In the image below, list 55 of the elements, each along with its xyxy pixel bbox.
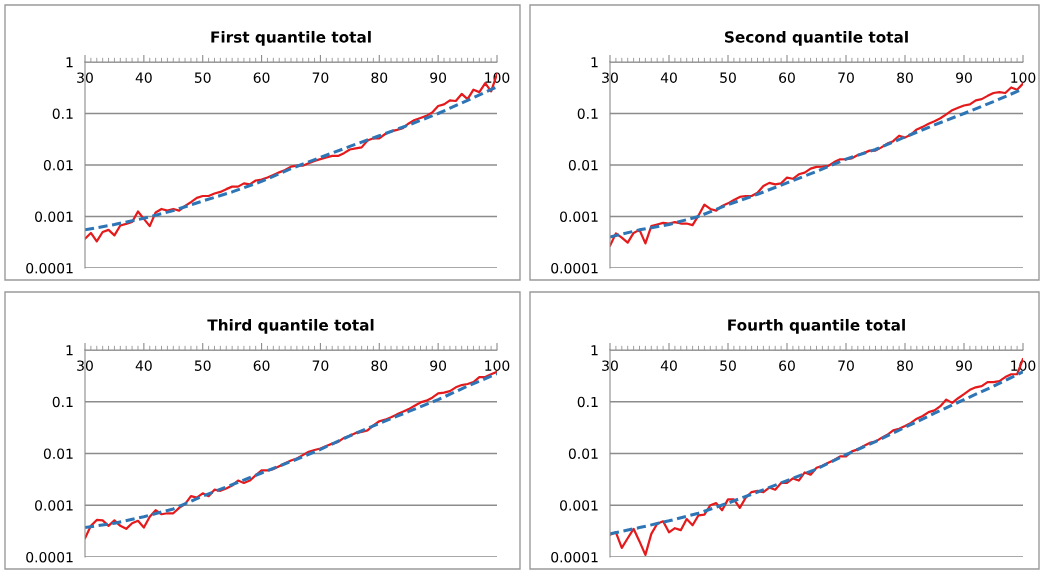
x-tick-label: 40 — [660, 72, 677, 83]
x-tick-label: 70 — [838, 72, 854, 83]
y-tick-label: 0.01 — [43, 159, 73, 171]
y-tick-label: 0.001 — [560, 500, 598, 511]
x-tick-label: 70 — [838, 360, 854, 371]
x-tick-label: 50 — [194, 360, 211, 371]
y-tick-label: 1 — [66, 57, 73, 68]
x-tick-label: 30 — [77, 72, 93, 83]
y-tick-label: 0.0001 — [551, 551, 598, 563]
x-tick-label: 80 — [371, 360, 388, 371]
x-tick-label: 40 — [135, 360, 152, 371]
y-tick-label: 0.01 — [568, 159, 598, 171]
y-tick-label: 0.1 — [577, 108, 598, 119]
x-tick-label: 40 — [660, 360, 677, 371]
x-tick-label: 80 — [371, 72, 388, 83]
y-tick-label: 0.0001 — [551, 262, 598, 274]
y-tick-label: 1 — [591, 345, 598, 356]
y-tick-label: 1 — [66, 345, 73, 356]
y-tick-label: 0.1 — [52, 108, 73, 119]
x-tick-label: 60 — [779, 360, 795, 371]
chart-title: Fourth quantile total — [728, 318, 905, 334]
y-tick-label: 0.01 — [568, 448, 598, 459]
chart-title: Third quantile total — [207, 318, 374, 334]
x-tick-label: 30 — [77, 360, 93, 371]
y-tick-label: 0.001 — [35, 500, 73, 511]
x-tick-label: 60 — [253, 72, 270, 83]
x-tick-label: 100 — [1011, 72, 1036, 83]
x-tick-label: 70 — [312, 72, 329, 83]
y-tick-label: 0.001 — [560, 211, 598, 222]
y-tick-label: 0.1 — [52, 396, 73, 408]
x-tick-label: 50 — [194, 72, 211, 83]
chart-title: Second quantile total — [725, 30, 908, 46]
line-series — [610, 370, 1023, 536]
x-tick-label: 30 — [602, 72, 618, 83]
x-tick-label: 90 — [956, 72, 972, 83]
x-tick-label: 90 — [956, 360, 972, 371]
x-tick-label: 60 — [779, 72, 795, 83]
y-tick-label: 1 — [591, 57, 598, 68]
chart-title: First quantile total — [211, 30, 371, 46]
x-tick-label: 40 — [135, 72, 152, 83]
x-tick-label: 50 — [720, 360, 736, 371]
x-tick-label: 100 — [485, 360, 510, 371]
x-tick-label: 80 — [897, 360, 913, 371]
y-tick-label: 0.01 — [43, 448, 73, 459]
x-tick-label: 30 — [602, 360, 618, 371]
y-tick-label: 0.001 — [35, 211, 73, 222]
x-tick-label: 60 — [253, 360, 270, 371]
x-tick-label: 50 — [720, 72, 736, 83]
y-tick-label: 0.0001 — [26, 551, 73, 563]
x-tick-label: 70 — [312, 360, 329, 371]
x-tick-label: 90 — [430, 360, 447, 371]
x-tick-label: 90 — [430, 72, 447, 83]
x-tick-label: 80 — [897, 72, 913, 83]
y-tick-label: 0.1 — [577, 396, 598, 408]
y-tick-label: 0.0001 — [26, 262, 73, 274]
